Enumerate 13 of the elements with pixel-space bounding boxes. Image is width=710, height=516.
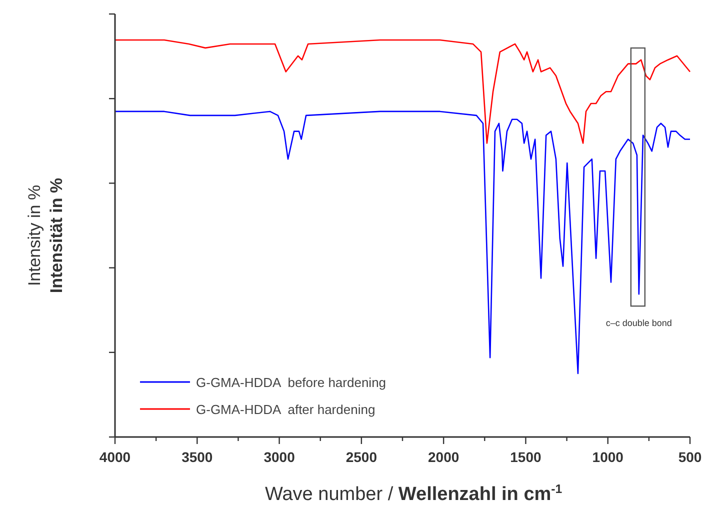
legend-label: G-GMA-HDDA after hardening — [196, 402, 376, 417]
annotation: c–c double bond — [606, 318, 672, 328]
x-tick-label: 3000 — [264, 449, 296, 465]
x-tick-label: 3500 — [182, 449, 213, 465]
x-tick-label: 2000 — [428, 449, 460, 465]
x-axis-title: Wave number / Wellenzahl in cm$^{-1}$ — [265, 482, 562, 505]
x-tick-label: 4000 — [99, 449, 131, 465]
x-tick-label: 1500 — [510, 449, 542, 465]
x-tick-label: 500 — [678, 449, 702, 465]
x-tick-label: 1000 — [592, 449, 624, 465]
y-axis-title: Intensity in % Intensität in % — [25, 178, 66, 294]
legend-label: G-GMA-HDDA before hardening — [196, 375, 386, 390]
x-tick-label: 2500 — [346, 449, 378, 465]
